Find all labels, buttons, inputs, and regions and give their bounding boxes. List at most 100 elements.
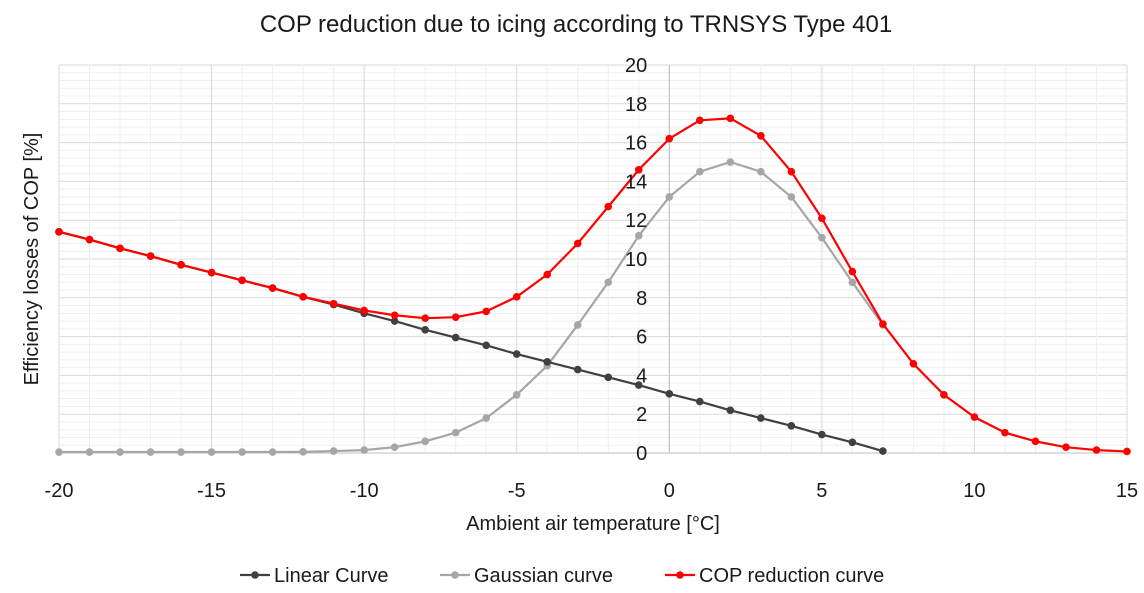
data-point — [85, 235, 94, 244]
data-point — [818, 214, 826, 223]
data-point — [329, 447, 338, 455]
legend-swatch-marker — [676, 571, 684, 579]
data-point — [85, 448, 94, 456]
x-axis-title: Ambient air temperature [°C] — [466, 513, 720, 535]
legend-item: Linear Curve — [240, 565, 389, 587]
data-point — [665, 193, 674, 201]
data-point — [177, 261, 185, 269]
data-point — [146, 448, 155, 456]
legend-swatch-marker — [451, 571, 459, 579]
y-tick-label: 20 — [625, 55, 647, 77]
data-point — [940, 391, 948, 399]
data-point — [848, 438, 857, 447]
data-point — [543, 270, 552, 279]
data-point — [512, 350, 521, 358]
y-axis-title: Efficiency losses of COP [%] — [21, 133, 43, 386]
data-point — [787, 422, 796, 430]
data-point — [696, 116, 704, 125]
legend-label: Gaussian curve — [474, 565, 613, 587]
data-point — [818, 430, 826, 439]
data-point — [970, 413, 979, 421]
data-point — [573, 365, 582, 374]
data-point — [512, 391, 521, 399]
data-point — [726, 158, 735, 166]
data-point — [879, 320, 887, 328]
data-point — [299, 448, 307, 456]
data-point — [146, 252, 155, 260]
data-point — [207, 448, 216, 456]
data-point — [757, 414, 765, 422]
data-point — [634, 165, 643, 174]
data-point — [634, 381, 643, 389]
data-point — [634, 231, 643, 240]
tick-labels: 0 2 4 6 8 10 12 14 16 18 20 -20 -15 -10 -5 0 5 10 15 — [45, 55, 1139, 502]
legend-label: Linear Curve — [274, 565, 389, 587]
x-tick-label: 0 — [664, 480, 675, 502]
data-point — [848, 267, 857, 276]
data-point — [726, 114, 735, 123]
data-point — [268, 448, 277, 456]
data-point — [573, 239, 582, 248]
x-tick-label: -15 — [197, 480, 226, 502]
data-point — [55, 448, 63, 456]
legend-item: COP reduction curve — [665, 565, 884, 587]
y-tick-label: 8 — [636, 288, 647, 310]
data-point — [451, 428, 460, 437]
data-point — [726, 406, 735, 415]
data-point — [696, 167, 704, 176]
data-point — [757, 167, 765, 176]
data-point — [848, 278, 857, 287]
legend: Linear Curve Gaussian curve COP reduction … — [240, 565, 884, 587]
data-point — [604, 202, 613, 211]
data-point — [1062, 443, 1070, 451]
y-tick-label: 0 — [636, 443, 647, 465]
y-tick-label: 2 — [636, 404, 647, 426]
y-tick-label: 6 — [636, 327, 647, 349]
legend-item: Gaussian curve — [440, 565, 613, 587]
data-point — [665, 134, 674, 143]
data-point — [329, 299, 338, 308]
y-tick-label: 14 — [625, 171, 647, 193]
series-cop-reduction-curve — [55, 114, 1131, 456]
data-point — [757, 132, 765, 140]
data-point — [390, 317, 399, 325]
series-line — [59, 160, 884, 454]
data-point — [390, 311, 399, 320]
data-point — [360, 306, 368, 315]
data-point — [573, 321, 582, 329]
y-tick-label: 12 — [625, 210, 647, 232]
data-point — [238, 276, 246, 285]
data-point — [207, 268, 216, 277]
gridlines — [58, 64, 1128, 454]
data-point — [1123, 447, 1131, 456]
data-point — [818, 233, 826, 242]
data-point — [665, 390, 674, 398]
data-point — [116, 244, 124, 253]
data-point — [360, 446, 368, 454]
data-point — [909, 359, 918, 368]
data-point — [543, 358, 552, 366]
data-point — [390, 443, 399, 451]
data-point — [451, 333, 460, 342]
series-group — [55, 114, 1131, 456]
y-tick-label: 18 — [625, 94, 647, 116]
series-line — [58, 117, 1128, 453]
data-point — [482, 414, 491, 422]
data-point — [482, 307, 491, 316]
chart-title: COP reduction due to icing according to … — [260, 11, 892, 38]
data-point — [604, 278, 613, 287]
data-point — [604, 373, 613, 382]
data-point — [421, 437, 429, 446]
data-point — [512, 293, 521, 301]
x-tick-label: 5 — [816, 480, 827, 502]
data-point — [482, 341, 491, 350]
data-point — [787, 167, 796, 176]
data-point — [55, 228, 63, 236]
x-tick-label: 10 — [963, 480, 985, 502]
y-tick-label: 16 — [625, 133, 647, 155]
data-point — [268, 284, 277, 292]
data-point — [879, 447, 887, 455]
legend-label: COP reduction curve — [699, 565, 884, 587]
legend-swatch-marker — [251, 571, 259, 579]
